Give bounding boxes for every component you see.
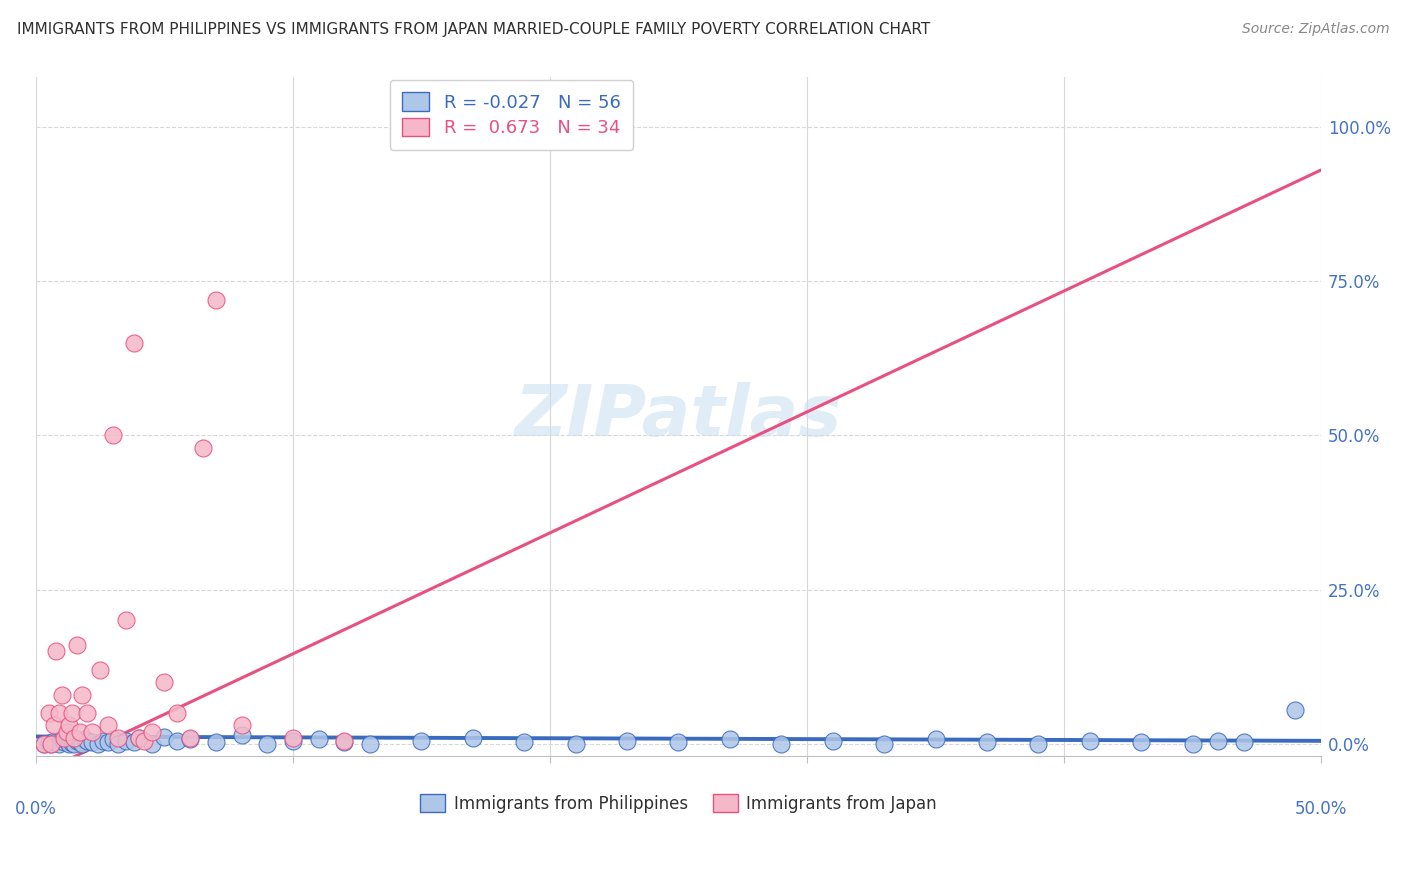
Point — [51, 688, 73, 702]
Point — [1078, 734, 1101, 748]
Point — [141, 737, 163, 751]
Point — [107, 737, 129, 751]
Point — [97, 718, 120, 732]
Point — [191, 441, 214, 455]
Point — [89, 663, 111, 677]
Point — [58, 737, 80, 751]
Point — [770, 737, 793, 751]
Point — [205, 735, 228, 749]
Point — [55, 734, 77, 748]
Point — [231, 728, 253, 742]
Point — [281, 734, 304, 748]
Text: ZIPatlas: ZIPatlas — [515, 383, 842, 451]
Text: 0.0%: 0.0% — [15, 800, 56, 818]
Point — [101, 731, 124, 746]
Point — [73, 731, 96, 746]
Point — [60, 706, 83, 720]
Point — [668, 735, 690, 749]
Point — [60, 736, 83, 750]
Point — [718, 731, 741, 746]
Point — [76, 706, 98, 720]
Point — [66, 638, 89, 652]
Point — [115, 614, 138, 628]
Point — [38, 706, 60, 720]
Point — [63, 737, 86, 751]
Point — [38, 736, 60, 750]
Point — [256, 737, 278, 751]
Point — [53, 735, 76, 749]
Point — [1233, 735, 1256, 749]
Point — [1284, 703, 1306, 717]
Legend: Immigrants from Philippines, Immigrants from Japan: Immigrants from Philippines, Immigrants … — [411, 784, 946, 822]
Point — [205, 293, 228, 307]
Point — [166, 706, 188, 720]
Point — [359, 737, 381, 751]
Point — [924, 731, 946, 746]
Point — [82, 724, 104, 739]
Point — [41, 737, 63, 751]
Point — [32, 737, 55, 751]
Point — [97, 735, 120, 749]
Point — [69, 735, 91, 749]
Point — [63, 731, 86, 745]
Point — [69, 724, 91, 739]
Point — [42, 718, 65, 732]
Point — [82, 735, 104, 749]
Point — [42, 734, 65, 748]
Point — [179, 731, 201, 745]
Point — [32, 737, 55, 751]
Point — [1206, 734, 1229, 748]
Point — [333, 734, 356, 748]
Point — [101, 428, 124, 442]
Point — [166, 734, 188, 748]
Point — [153, 730, 176, 744]
Point — [122, 335, 145, 350]
Point — [564, 737, 586, 751]
Text: IMMIGRANTS FROM PHILIPPINES VS IMMIGRANTS FROM JAPAN MARRIED-COUPLE FAMILY POVER: IMMIGRANTS FROM PHILIPPINES VS IMMIGRANT… — [17, 22, 931, 37]
Point — [55, 724, 77, 739]
Point — [1130, 735, 1153, 749]
Point — [873, 737, 896, 751]
Point — [821, 734, 844, 748]
Point — [58, 718, 80, 732]
Point — [53, 731, 76, 745]
Point — [70, 688, 93, 702]
Point — [66, 734, 89, 748]
Point — [48, 706, 70, 720]
Point — [153, 675, 176, 690]
Point — [128, 731, 150, 745]
Point — [41, 737, 63, 751]
Point — [1026, 737, 1049, 751]
Point — [51, 731, 73, 746]
Point — [333, 735, 356, 749]
Point — [141, 724, 163, 739]
Point — [91, 734, 114, 748]
Point — [411, 734, 433, 748]
Point — [179, 731, 201, 746]
Point — [76, 734, 98, 748]
Point — [132, 734, 155, 748]
Point — [45, 644, 67, 658]
Text: 50.0%: 50.0% — [1295, 800, 1347, 818]
Point — [86, 737, 108, 751]
Point — [616, 734, 638, 748]
Point — [128, 731, 150, 745]
Point — [45, 735, 67, 749]
Point — [107, 731, 129, 745]
Point — [1181, 737, 1204, 751]
Point — [231, 718, 253, 732]
Point — [308, 731, 330, 746]
Point — [513, 735, 536, 749]
Point — [461, 731, 484, 745]
Text: Source: ZipAtlas.com: Source: ZipAtlas.com — [1241, 22, 1389, 37]
Point — [976, 735, 998, 749]
Point — [48, 737, 70, 751]
Point — [115, 734, 138, 748]
Point — [70, 737, 93, 751]
Point — [122, 735, 145, 749]
Point — [281, 731, 304, 745]
